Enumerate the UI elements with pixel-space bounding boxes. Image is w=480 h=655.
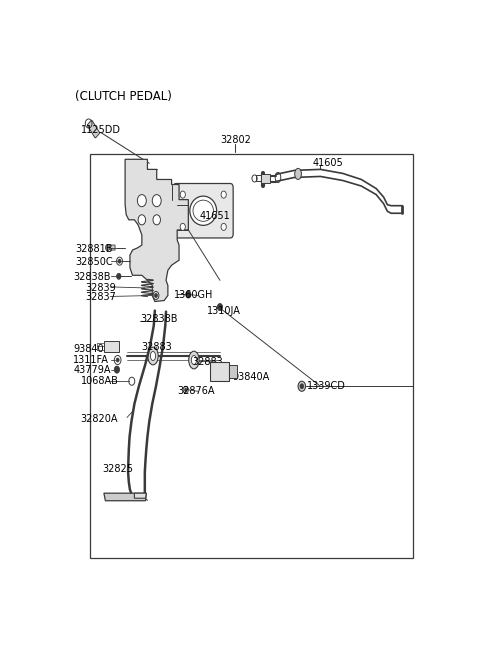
- FancyBboxPatch shape: [173, 183, 233, 238]
- Polygon shape: [104, 493, 146, 500]
- Circle shape: [117, 273, 121, 279]
- Circle shape: [217, 303, 223, 310]
- Circle shape: [213, 373, 216, 377]
- Text: 1310JA: 1310JA: [207, 306, 241, 316]
- Circle shape: [183, 386, 188, 393]
- Ellipse shape: [190, 196, 216, 225]
- Text: (CLUTCH PEDAL): (CLUTCH PEDAL): [75, 90, 172, 103]
- Circle shape: [221, 223, 226, 231]
- Text: 32837: 32837: [85, 293, 116, 303]
- Text: 93840E: 93840E: [73, 345, 110, 354]
- Circle shape: [114, 366, 120, 373]
- Text: 32883: 32883: [192, 357, 223, 367]
- Ellipse shape: [295, 168, 301, 179]
- Circle shape: [118, 259, 121, 263]
- Text: 32839: 32839: [85, 283, 116, 293]
- Text: 1339CD: 1339CD: [307, 381, 346, 391]
- Polygon shape: [108, 245, 115, 250]
- Circle shape: [137, 195, 146, 207]
- Ellipse shape: [189, 351, 199, 369]
- Text: 1311FA: 1311FA: [73, 355, 109, 365]
- Ellipse shape: [150, 352, 156, 360]
- Circle shape: [155, 293, 157, 297]
- Circle shape: [180, 191, 185, 198]
- Text: 1360GH: 1360GH: [173, 290, 213, 301]
- Bar: [261, 174, 270, 183]
- Text: 43779A: 43779A: [73, 365, 111, 375]
- Circle shape: [185, 388, 187, 391]
- Circle shape: [106, 244, 110, 251]
- Text: 32802: 32802: [220, 135, 251, 145]
- Circle shape: [180, 223, 185, 231]
- Text: 32825: 32825: [103, 464, 134, 474]
- Circle shape: [153, 215, 160, 225]
- Circle shape: [300, 384, 304, 389]
- FancyBboxPatch shape: [87, 121, 99, 138]
- Text: 93840A: 93840A: [232, 372, 269, 382]
- Bar: [210, 362, 229, 381]
- Ellipse shape: [192, 356, 196, 365]
- Text: 41651: 41651: [200, 211, 230, 221]
- Circle shape: [298, 381, 306, 391]
- Circle shape: [138, 215, 145, 225]
- Ellipse shape: [148, 347, 158, 365]
- Text: 32838B: 32838B: [140, 314, 178, 324]
- Circle shape: [221, 191, 226, 198]
- Circle shape: [216, 373, 219, 377]
- Text: 1068AB: 1068AB: [81, 376, 119, 386]
- Bar: [90, 155, 413, 558]
- Bar: [104, 341, 119, 352]
- Text: 32881B: 32881B: [76, 244, 113, 253]
- Circle shape: [186, 291, 191, 298]
- Circle shape: [152, 195, 161, 207]
- Text: 32876A: 32876A: [177, 386, 215, 396]
- Circle shape: [220, 373, 223, 377]
- Circle shape: [116, 358, 119, 362]
- Text: 1125DD: 1125DD: [81, 125, 120, 135]
- Polygon shape: [125, 159, 188, 301]
- Text: 32883: 32883: [141, 342, 172, 352]
- Bar: [229, 365, 238, 378]
- Text: 32850C: 32850C: [76, 257, 113, 267]
- Text: 41605: 41605: [313, 159, 344, 168]
- Text: 32820A: 32820A: [81, 414, 118, 424]
- Text: 32838B: 32838B: [73, 272, 111, 282]
- Polygon shape: [134, 493, 146, 498]
